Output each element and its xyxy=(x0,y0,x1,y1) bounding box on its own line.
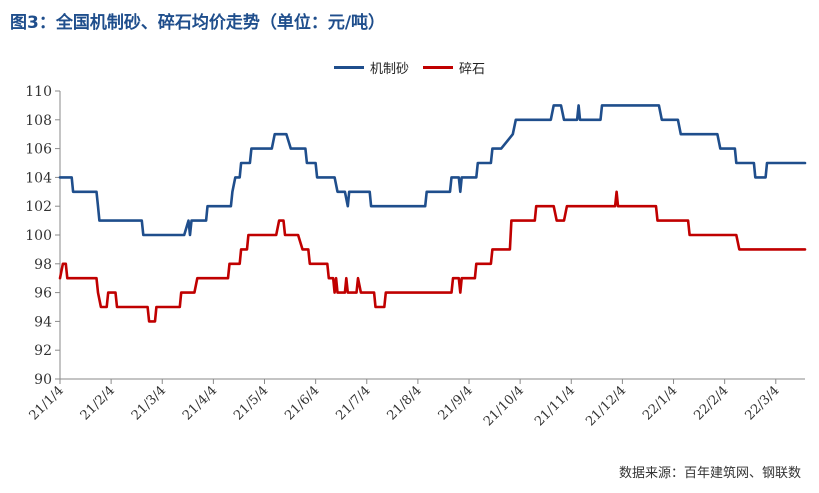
legend-label-series-1: 机制砂 xyxy=(369,62,409,77)
y-tick-label: 90 xyxy=(34,372,52,388)
x-tick-label: 21/7/4 xyxy=(333,383,373,423)
y-tick-label: 104 xyxy=(25,170,52,186)
series-line-2 xyxy=(58,190,807,323)
y-tick-label: 98 xyxy=(34,257,52,273)
legend-item-series-2: 碎石 xyxy=(423,58,485,77)
y-tick-label: 94 xyxy=(34,314,52,330)
legend: 机制砂 碎石 xyxy=(0,58,819,77)
legend-item-series-1: 机制砂 xyxy=(333,58,409,77)
x-tick-label: 21/9/4 xyxy=(436,383,476,423)
x-tick-label: 21/2/4 xyxy=(78,383,118,423)
x-tick-label: 22/3/4 xyxy=(742,383,782,423)
x-tick-label: 21/4/4 xyxy=(180,383,220,423)
y-tick-label: 110 xyxy=(25,84,52,100)
y-tick-label: 96 xyxy=(34,286,52,302)
x-tick-label: 21/8/4 xyxy=(385,383,425,423)
x-tick-label: 21/10/4 xyxy=(481,383,527,429)
x-tick-label: 21/5/4 xyxy=(231,383,271,423)
series-line-1 xyxy=(58,104,807,237)
chart-title: 图3：全国机制砂、碎石均价走势（单位：元/吨） xyxy=(10,13,386,33)
y-tick-label: 92 xyxy=(34,343,52,359)
x-tick-label: 21/6/4 xyxy=(282,383,322,423)
source-note: 数据来源：百年建筑网、钢联数 xyxy=(618,466,801,481)
x-tick-label: 21/3/4 xyxy=(129,383,169,423)
legend-swatch-series-1 xyxy=(333,66,364,69)
legend-swatch-series-2 xyxy=(423,66,453,69)
y-tick-label: 100 xyxy=(25,228,52,244)
x-tick-label: 22/2/4 xyxy=(691,383,731,423)
x-tick-label: 21/12/4 xyxy=(583,383,629,429)
y-tick-label: 106 xyxy=(25,142,52,158)
x-tick-label: 22/1/4 xyxy=(640,383,680,423)
legend-label-series-2: 碎石 xyxy=(459,62,486,77)
y-tick-label: 108 xyxy=(25,113,52,129)
x-tick-label: 21/1/4 xyxy=(27,383,67,423)
x-tick-label: 21/11/4 xyxy=(532,383,578,429)
y-tick-label: 102 xyxy=(25,199,52,215)
